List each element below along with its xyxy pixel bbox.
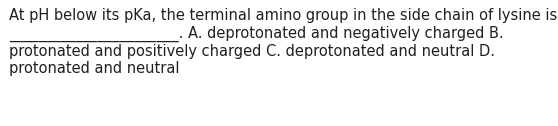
Text: At pH below its pKa, the terminal amino group in the side chain of lysine is ___: At pH below its pKa, the terminal amino … [9, 8, 557, 76]
